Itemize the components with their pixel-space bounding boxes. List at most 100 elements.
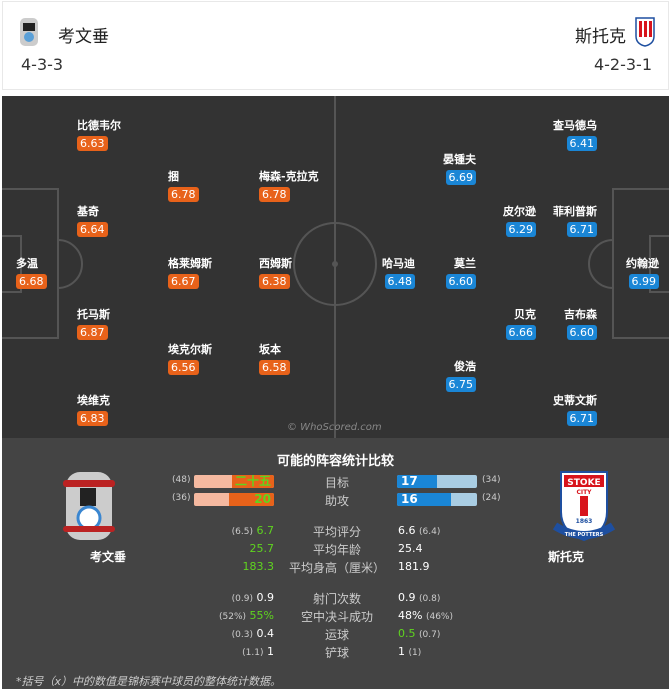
- stat-label: 铲球: [324, 646, 349, 660]
- stat-label: 平均年龄: [312, 543, 361, 557]
- away-player[interactable]: 查马德乌 6.41: [553, 117, 597, 151]
- home-goals-bar: 二十五: [194, 475, 274, 488]
- goals-label: 目标: [324, 476, 349, 490]
- home-assists-total: (36): [172, 493, 191, 503]
- whoscored-watermark: © WhoScored.com: [287, 422, 382, 433]
- pitch: 比德韦尔 6.63 捆 6.78 梅森-克拉克 6.78 基奇 6.64 多温 6.68 格莱姆斯 6…: [2, 96, 669, 438]
- away-player[interactable]: 俊浩 6.75: [445, 358, 476, 392]
- home-team-name[interactable]: 考文垂: [58, 27, 109, 47]
- player-name: 晏锺夫: [443, 153, 476, 166]
- home-stat-value: (0.3) 0.4: [231, 627, 274, 640]
- away-player[interactable]: 约翰逊 6.99: [626, 255, 659, 289]
- home-player[interactable]: 坂本 6.58: [259, 341, 290, 375]
- player-name: 哈马迪: [382, 257, 415, 270]
- assists-label: 助攻: [324, 494, 349, 508]
- home-formation: 4-3-3: [21, 55, 64, 74]
- away-player[interactable]: 贝克 6.66: [505, 306, 536, 340]
- player-name: 基奇: [77, 205, 99, 218]
- stat-label: 运球: [324, 628, 349, 642]
- home-player[interactable]: 埃维克 6.83: [77, 392, 110, 426]
- player-name: 俊浩: [454, 360, 476, 373]
- home-assists-value: 20: [254, 493, 271, 506]
- player-rating: 6.38: [259, 274, 290, 289]
- home-player[interactable]: 多温 6.68: [16, 255, 47, 289]
- home-player[interactable]: 埃克尔斯 6.56: [168, 341, 212, 375]
- player-rating: 6.71: [566, 222, 597, 237]
- player-rating: 6.60: [566, 325, 597, 340]
- player-rating: 6.78: [168, 187, 199, 202]
- player-rating: 6.56: [168, 360, 199, 375]
- home-player[interactable]: 梅森-克拉克 6.78: [259, 168, 319, 202]
- home-player[interactable]: 西姆斯 6.38: [259, 255, 292, 289]
- away-player[interactable]: 菲利普斯 6.71: [553, 203, 597, 237]
- stats-title: 可能的阵容统计比较: [276, 454, 394, 469]
- player-rating: 6.83: [77, 411, 108, 426]
- away-player[interactable]: 史蒂文斯 6.71: [553, 392, 597, 426]
- player-rating: 6.48: [384, 274, 415, 289]
- match-header: 考文垂 4-3-3 斯托克 4-2-3-1: [2, 1, 669, 90]
- player-name: 贝克: [514, 308, 536, 321]
- player-name: 捆: [168, 170, 179, 183]
- player-rating: 6.68: [16, 274, 47, 289]
- player-name: 埃维克: [77, 394, 110, 407]
- away-player[interactable]: 晏锺夫 6.69: [443, 151, 476, 185]
- stat-label: 平均评分: [312, 525, 361, 539]
- player-name: 查马德乌: [553, 119, 597, 132]
- player-rating: 6.67: [168, 274, 199, 289]
- player-rating: 6.87: [77, 325, 108, 340]
- away-formation: 4-2-3-1: [593, 55, 652, 74]
- player-rating: 6.60: [445, 274, 476, 289]
- away-assists-total: (24): [482, 493, 501, 503]
- player-name: 莫兰: [454, 257, 476, 270]
- stat-label: 空中决斗成功: [300, 610, 373, 624]
- away-goals-total: (34): [482, 475, 501, 485]
- away-assists-bar: 16: [397, 493, 477, 506]
- footnote: *括号（x）中的数值是锦标赛中球员的整体统计数据。: [16, 675, 282, 688]
- away-stat-value: 181.9: [398, 560, 430, 573]
- crest-text-year: 1863: [576, 518, 593, 525]
- stat-label: 平均身高（厘米）: [288, 561, 385, 575]
- player-rating: 6.99: [628, 274, 659, 289]
- player-rating: 6.69: [445, 170, 476, 185]
- crest-text-potters: THE POTTERS: [565, 532, 604, 538]
- away-team-label: 斯托克: [548, 550, 585, 564]
- home-stat-value: (6.5) 6.7: [231, 524, 274, 537]
- player-rating: 6.71: [566, 411, 597, 426]
- home-stat-value: (1.1) 1: [242, 645, 274, 658]
- away-stat-value: 6.6 (6.4): [398, 524, 441, 537]
- home-stat-value: (52%) 55%: [219, 609, 274, 622]
- player-name: 埃克尔斯: [168, 343, 212, 356]
- away-stat-value: 1 (1): [398, 645, 422, 658]
- home-player[interactable]: 捆 6.78: [168, 168, 199, 202]
- away-goals-bar: 17: [397, 475, 477, 488]
- stoke-crest-icon: [635, 17, 655, 47]
- player-name: 比德韦尔: [77, 119, 121, 132]
- away-team-name[interactable]: 斯托克: [575, 27, 626, 47]
- away-player[interactable]: 哈马迪 6.48: [382, 255, 415, 289]
- player-rating: 6.78: [259, 187, 290, 202]
- player-name: 吉布森: [564, 308, 597, 321]
- player-name: 西姆斯: [259, 257, 292, 270]
- coventry-crest-icon: [20, 18, 38, 46]
- away-assists-value: 16: [401, 493, 418, 506]
- home-stat-value: (0.9) 0.9: [231, 591, 274, 604]
- player-rating: 6.58: [259, 360, 290, 375]
- away-player[interactable]: 莫兰 6.60: [445, 255, 476, 289]
- home-player[interactable]: 比德韦尔 6.63: [77, 117, 121, 151]
- player-name: 菲利普斯: [553, 205, 597, 218]
- stoke-crest-icon: STOKE CITY 1863 THE POTTERS: [553, 471, 615, 542]
- away-player[interactable]: 吉布森 6.60: [564, 306, 597, 340]
- home-player[interactable]: 托马斯 6.87: [77, 306, 110, 340]
- player-name: 格莱姆斯: [168, 257, 212, 270]
- lineup-stats-comparison: 可能的阵容统计比较 考文垂 STOKE CITY 1863 THE POTTER…: [2, 438, 669, 689]
- home-stat-value: 25.7: [249, 542, 275, 555]
- player-rating: 6.41: [566, 136, 597, 151]
- player-rating: 6.29: [505, 222, 536, 237]
- coventry-crest-icon: [63, 472, 115, 540]
- home-player[interactable]: 格莱姆斯 6.67: [168, 255, 212, 289]
- pitch-lines: [2, 96, 669, 438]
- away-player[interactable]: 皮尔逊 6.29: [503, 203, 536, 237]
- home-player[interactable]: 基奇 6.64: [77, 203, 108, 237]
- home-team-label: 考文垂: [90, 550, 127, 564]
- home-assists-bar: 20: [194, 493, 274, 506]
